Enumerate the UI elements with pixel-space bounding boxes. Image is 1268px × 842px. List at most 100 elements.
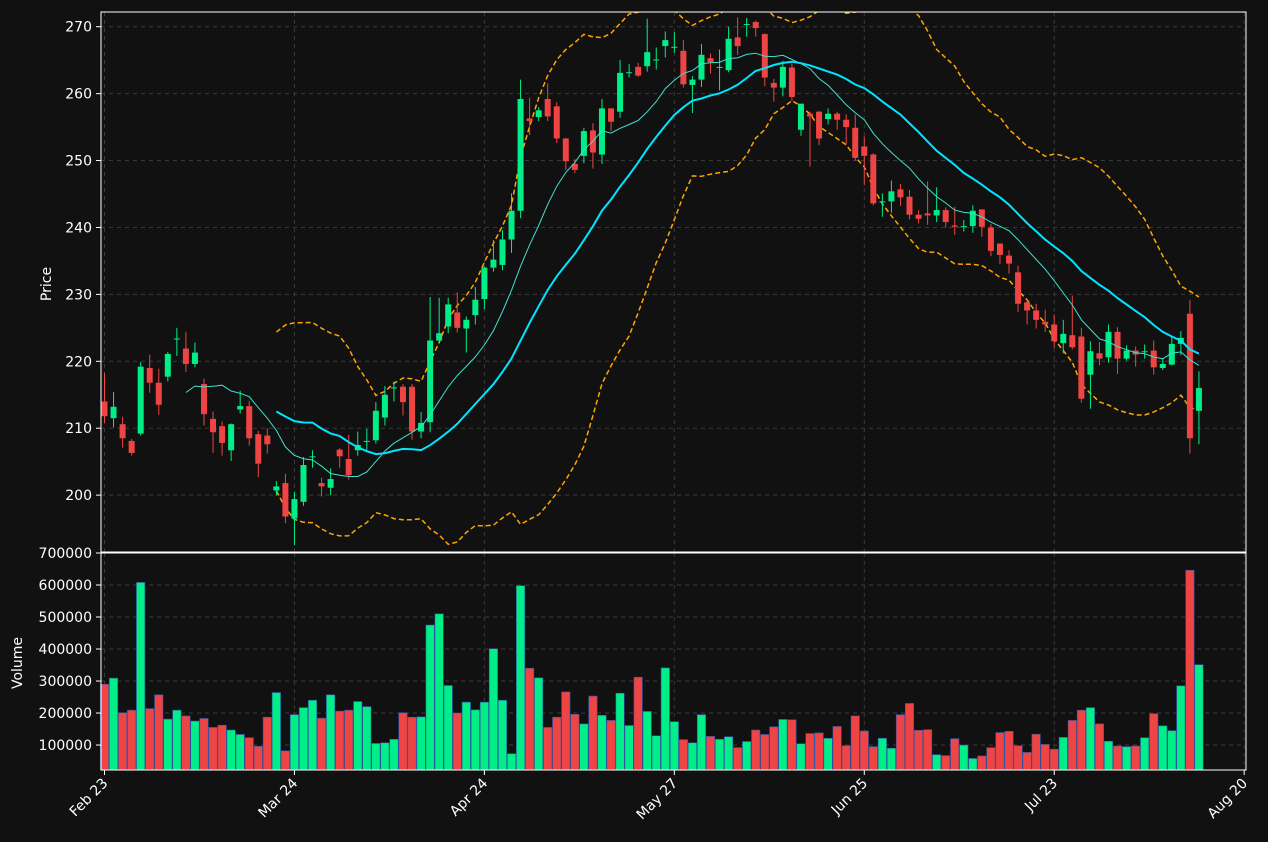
volume-bar	[624, 725, 634, 771]
candle-body	[472, 299, 479, 316]
volume-bar	[615, 692, 625, 771]
ma-fast-line	[185, 52, 1200, 477]
candle-body	[1141, 351, 1148, 353]
volume-bar	[262, 716, 272, 771]
candle-body	[571, 163, 578, 170]
volume-bar	[823, 738, 833, 771]
volume-bar	[1131, 745, 1141, 771]
candle-body	[1024, 302, 1031, 311]
volume-tick-label: 300000	[39, 674, 92, 690]
volume-bar	[398, 712, 408, 771]
candle-body	[888, 191, 895, 202]
candle-body	[951, 225, 958, 227]
volume-tick-label: 400000	[39, 642, 92, 658]
candle-body	[1060, 333, 1067, 344]
candle-body	[1168, 343, 1175, 365]
candle-body	[807, 113, 814, 117]
volume-bar	[1140, 737, 1150, 771]
candle-body	[119, 424, 126, 439]
candle-body	[1096, 353, 1103, 359]
candle-body	[608, 108, 615, 122]
volume-bar	[407, 716, 417, 771]
volume-bar	[1158, 725, 1168, 771]
candle-body	[490, 259, 497, 268]
candle-body	[662, 40, 669, 47]
candle-body	[689, 79, 696, 85]
candle-body	[228, 424, 235, 451]
candle-body	[1015, 272, 1022, 304]
volume-bar	[895, 714, 905, 771]
volume-tick-label: 200000	[39, 706, 92, 722]
candle-body	[987, 227, 994, 251]
candle-body	[1042, 321, 1049, 325]
volume-tick-label: 500000	[39, 610, 92, 626]
volume-bar	[353, 701, 363, 771]
candle-body	[327, 479, 334, 488]
volume-bar	[796, 743, 806, 771]
volume-bar	[1076, 709, 1086, 771]
price-tick-label: 250	[65, 154, 92, 170]
volume-bar	[1058, 737, 1068, 771]
candle-body	[1105, 331, 1112, 358]
candle-body	[978, 209, 985, 227]
volume-bar	[118, 712, 128, 771]
candle-body	[390, 387, 397, 389]
volume-bar	[443, 685, 453, 771]
volume-bar	[380, 742, 390, 771]
candle-body	[1159, 363, 1166, 368]
volume-bar	[1113, 745, 1123, 771]
volume-tick-label: 100000	[39, 738, 92, 754]
candle-body	[861, 146, 868, 156]
volume-bar	[172, 709, 182, 771]
candle-body	[282, 483, 289, 517]
volume-bar	[986, 747, 996, 771]
volume-bar	[127, 709, 137, 771]
volume-bar	[868, 746, 878, 771]
volume-bar	[850, 715, 860, 771]
candle-body	[788, 67, 795, 97]
candle-body	[1078, 336, 1085, 399]
candle-body	[309, 456, 316, 458]
volume-bar	[181, 715, 191, 771]
volume-bar	[923, 729, 933, 771]
volume-bar	[208, 727, 218, 771]
candle-body	[210, 418, 217, 433]
volume-bar	[497, 699, 508, 771]
volume-bar	[859, 730, 869, 771]
candle-body	[1114, 331, 1121, 359]
candle-body	[318, 483, 325, 487]
candle-body	[246, 406, 253, 439]
volume-bar	[543, 727, 553, 771]
candle-body	[264, 435, 271, 445]
candle-body	[906, 196, 913, 215]
volume-bar	[389, 738, 399, 771]
candle-body	[381, 394, 388, 418]
volume-bar	[588, 695, 598, 771]
price-y-ticks: 200 210 220 230 240 250 260 270	[65, 20, 101, 504]
volume-bar	[1013, 745, 1023, 771]
price-panel-frame	[100, 11, 1247, 553]
candle-body	[544, 98, 551, 117]
candle-body	[237, 406, 244, 410]
price-grid	[101, 12, 1246, 552]
volume-bar	[805, 733, 815, 771]
candle-body	[816, 111, 823, 139]
candle-body	[1051, 324, 1058, 342]
volume-bar	[579, 723, 589, 771]
volume-bar	[461, 701, 471, 771]
price-tick-label: 200	[65, 488, 92, 504]
candle-body	[409, 386, 416, 432]
moving-averages	[185, 52, 1200, 477]
volume-bar	[932, 754, 942, 771]
volume-bar	[1022, 752, 1032, 771]
candle-body	[1150, 350, 1157, 368]
volume-bar	[705, 736, 716, 771]
volume-bar	[724, 736, 734, 771]
lower-band-line	[275, 99, 1200, 546]
volume-bar	[344, 709, 354, 771]
volume-bar	[452, 712, 462, 771]
candle-body	[960, 226, 967, 228]
volume-bar	[335, 710, 345, 771]
candle-body	[770, 82, 777, 88]
